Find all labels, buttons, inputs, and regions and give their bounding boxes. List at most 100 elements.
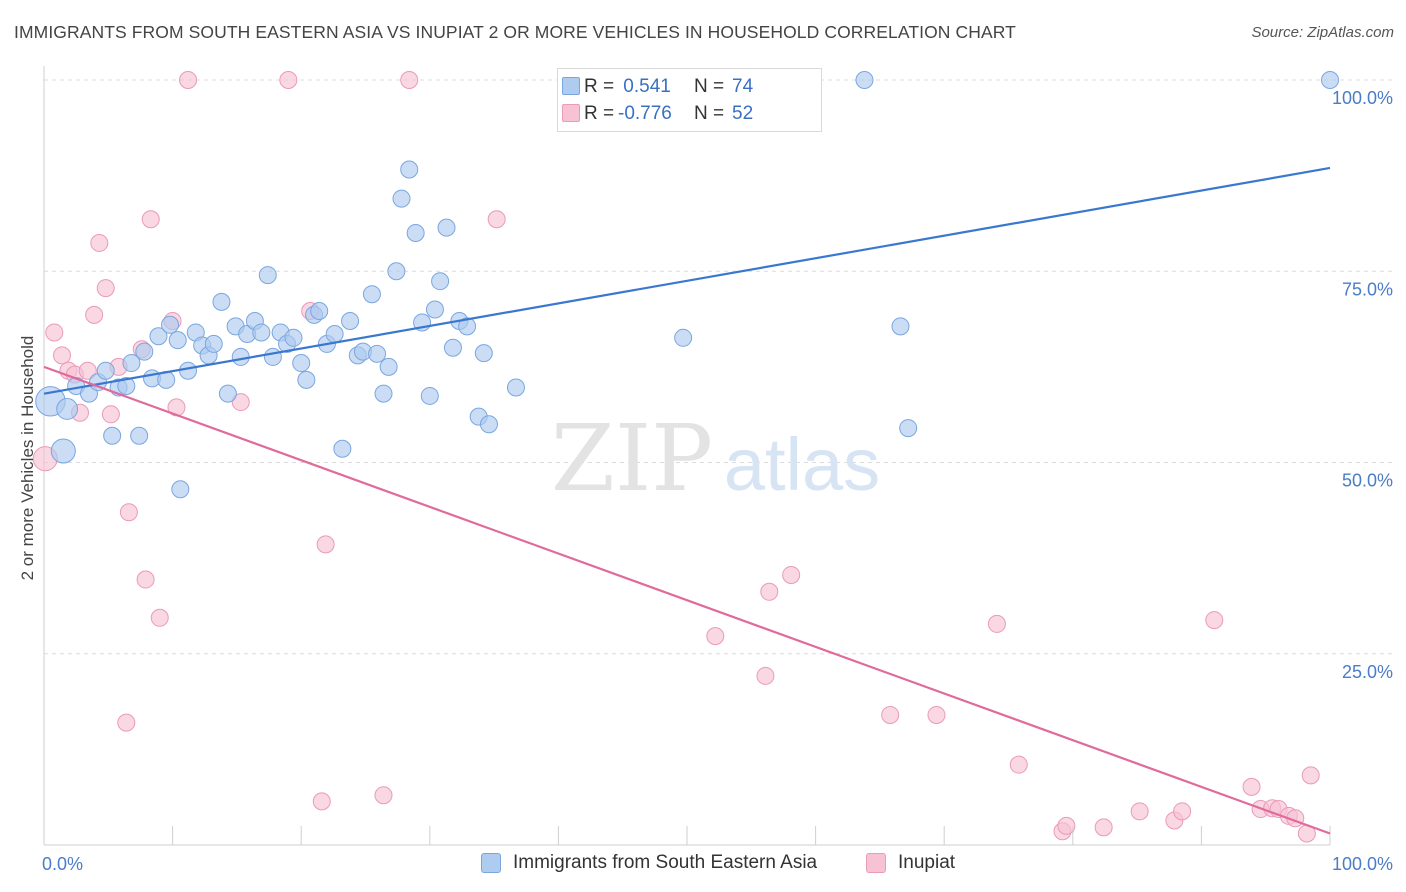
series-sea-points xyxy=(35,71,1339,499)
data-point-sea xyxy=(387,262,406,281)
series-legend: Immigrants from South Eastern Asia Inupi… xyxy=(0,852,1406,878)
y-tick-label: 75.0% xyxy=(1342,279,1393,299)
x-tick-labels: 0.0% 100.0% xyxy=(42,854,1393,874)
legend-swatch-inupiat xyxy=(866,853,886,873)
data-point-inupiat xyxy=(96,279,115,298)
data-point-sea xyxy=(310,302,329,321)
data-point-sea xyxy=(855,71,874,89)
y-axis-title: 2 or more Vehicles in Household xyxy=(18,336,37,581)
watermark-zip: ZIP xyxy=(551,405,713,512)
data-point-inupiat xyxy=(881,705,900,724)
legend-label-sea: Immigrants from South Eastern Asia xyxy=(513,852,818,873)
data-point-sea xyxy=(212,292,231,311)
data-point-sea xyxy=(252,323,271,342)
data-point-inupiat xyxy=(150,608,169,627)
data-point-sea xyxy=(130,426,149,445)
data-point-sea xyxy=(368,344,387,363)
data-point-inupiat xyxy=(117,713,136,732)
data-point-sea xyxy=(292,354,311,373)
legend-r-label: R = xyxy=(584,103,615,124)
legend-n-value: 74 xyxy=(732,76,754,97)
data-point-sea xyxy=(406,224,425,242)
legend-r-label: R = xyxy=(584,76,615,97)
data-point-inupiat xyxy=(78,361,97,380)
data-point-inupiat xyxy=(1130,802,1149,821)
y-tick-label: 25.0% xyxy=(1342,662,1393,682)
data-point-sea xyxy=(431,272,450,291)
legend-swatch-sea xyxy=(481,853,501,873)
data-point-inupiat xyxy=(179,71,198,89)
data-point-inupiat xyxy=(53,346,72,365)
data-point-sea xyxy=(179,361,198,380)
x-tick-label: 0.0% xyxy=(42,854,83,874)
data-point-inupiat xyxy=(1094,818,1113,837)
data-point-inupiat xyxy=(1057,816,1076,835)
data-point-inupiat xyxy=(487,210,506,229)
data-point-inupiat xyxy=(1205,611,1224,630)
data-point-inupiat xyxy=(782,565,801,584)
source-label: Source: ZipAtlas.com xyxy=(1251,24,1394,41)
data-point-sea xyxy=(506,378,525,397)
y-tick-label: 100.0% xyxy=(1332,88,1393,108)
data-point-inupiat xyxy=(312,792,331,811)
legend-n-label: N = xyxy=(694,76,725,97)
data-point-inupiat xyxy=(374,786,393,805)
data-point-inupiat xyxy=(987,614,1006,633)
legend-swatch-sea xyxy=(562,77,580,95)
data-point-sea xyxy=(263,347,282,366)
data-point-sea xyxy=(333,439,352,458)
trend-line-inupiat xyxy=(43,365,1331,835)
data-point-sea xyxy=(218,384,237,403)
watermark: ZIP atlas xyxy=(551,405,880,512)
data-point-inupiat xyxy=(1301,766,1320,785)
data-point-sea xyxy=(425,300,444,319)
data-point-sea xyxy=(50,438,76,464)
data-point-sea xyxy=(392,189,411,208)
data-point-inupiat xyxy=(756,666,775,685)
data-point-sea xyxy=(135,342,154,361)
data-point-sea xyxy=(479,415,498,434)
legend-row-sea: R = 0.541 N = 74 xyxy=(562,75,754,99)
data-point-inupiat xyxy=(927,705,946,724)
legend-swatch-inupiat xyxy=(562,104,580,122)
legend-item-inupiat[interactable]: Inupiat xyxy=(866,852,955,874)
data-point-sea xyxy=(362,285,381,304)
data-point-inupiat xyxy=(1173,802,1192,821)
data-point-sea xyxy=(474,344,493,363)
legend-r-value: -0.776 xyxy=(618,103,672,124)
data-point-inupiat xyxy=(45,323,64,342)
data-point-inupiat xyxy=(101,405,120,424)
data-point-sea xyxy=(297,370,316,389)
data-point-sea xyxy=(437,218,456,237)
data-point-sea xyxy=(374,384,393,403)
legend-label-inupiat: Inupiat xyxy=(898,852,956,873)
data-point-sea xyxy=(161,315,180,334)
data-point-inupiat xyxy=(706,627,725,646)
gridlines xyxy=(44,79,1392,655)
chart-title: IMMIGRANTS FROM SOUTH EASTERN ASIA VS IN… xyxy=(14,22,1016,42)
legend-n-value: 52 xyxy=(732,103,754,124)
data-point-inupiat xyxy=(760,582,779,601)
data-point-sea xyxy=(258,266,277,285)
data-point-sea xyxy=(122,354,141,373)
data-point-sea xyxy=(204,334,223,353)
data-point-inupiat xyxy=(85,305,104,324)
data-point-sea xyxy=(284,328,303,347)
data-point-sea xyxy=(341,311,360,330)
legend-item-sea[interactable]: Immigrants from South Eastern Asia xyxy=(481,852,817,874)
data-point-sea xyxy=(117,377,136,395)
data-point-sea xyxy=(325,324,344,343)
data-point-sea xyxy=(56,398,79,420)
data-point-inupiat xyxy=(279,71,298,89)
data-point-inupiat xyxy=(136,570,155,589)
data-point-inupiat xyxy=(400,71,419,89)
data-point-inupiat xyxy=(119,503,138,522)
y-tick-label: 50.0% xyxy=(1342,471,1393,491)
data-point-inupiat xyxy=(316,535,335,554)
data-point-sea xyxy=(899,419,918,438)
stats-legend: R = 0.541 N = 74 R = -0.776 N = 52 xyxy=(557,68,822,132)
trend-lines xyxy=(43,166,1331,835)
data-point-inupiat xyxy=(1242,777,1261,796)
data-point-sea xyxy=(103,426,122,445)
